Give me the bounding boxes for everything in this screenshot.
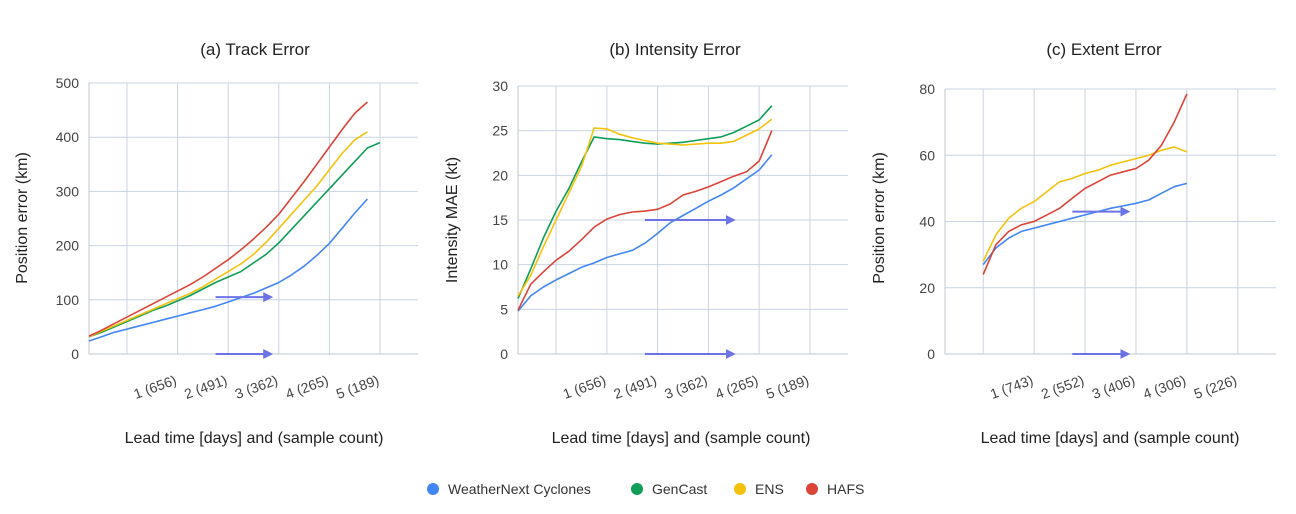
x-tick-label: 3 (362) bbox=[662, 372, 709, 402]
y-tick-label: 60 bbox=[919, 147, 935, 163]
x-tick-label: 4 (265) bbox=[283, 372, 330, 402]
series-line-weathernext-cyclones bbox=[88, 198, 368, 342]
legend-item-ens[interactable]: ENS bbox=[734, 481, 784, 497]
x-axis-label: Lead time [days] and (sample count) bbox=[552, 430, 811, 447]
x-tick-label: 3 (362) bbox=[233, 372, 280, 402]
legend-marker bbox=[806, 483, 818, 495]
series-line-weathernext-cyclones bbox=[517, 154, 773, 312]
y-tick-label: 15 bbox=[492, 212, 508, 228]
x-tick-label: 5 (189) bbox=[764, 372, 811, 402]
x-tick-label: 1 (656) bbox=[131, 372, 178, 402]
y-tick-label: 20 bbox=[492, 167, 508, 183]
y-tick-label: 500 bbox=[56, 75, 80, 91]
x-tick-label: 2 (491) bbox=[182, 372, 229, 402]
plot-area: 0 100 200 300 400 500 1 (656) 2 (491) 3 (362) 4 (… bbox=[56, 75, 418, 402]
x-tick-label: 4 (306) bbox=[1141, 372, 1188, 402]
series-line-gencast bbox=[517, 105, 773, 299]
panel-track-error: (a) Track Error Position error (km) Lead… bbox=[14, 40, 418, 447]
y-tick-label: 30 bbox=[492, 78, 508, 94]
y-axis-label: Position error (km) bbox=[14, 152, 31, 284]
chart-title: (a) Track Error bbox=[200, 40, 310, 59]
x-tick-label: 1 (743) bbox=[988, 372, 1035, 402]
series-line-hafs bbox=[982, 93, 1188, 275]
legend-marker bbox=[734, 483, 746, 495]
plot-area: 0 20 40 60 80 1 (743) 2 (552) 3 (406) 4 (306) 5 (… bbox=[919, 81, 1276, 402]
plot-area: 0 5 10 15 20 25 30 1 (656) 2 (491) 3 (362) 4 (265)… bbox=[492, 78, 848, 402]
y-tick-label: 0 bbox=[71, 346, 79, 362]
y-tick-label: 25 bbox=[492, 123, 508, 139]
legend-marker bbox=[427, 483, 439, 495]
y-tick-label: 400 bbox=[56, 129, 80, 145]
legend-label: HAFS bbox=[827, 481, 864, 497]
legend-label: ENS bbox=[755, 481, 784, 497]
x-tick-label: 2 (552) bbox=[1039, 372, 1086, 402]
series-line-hafs bbox=[88, 101, 368, 337]
y-tick-label: 80 bbox=[919, 81, 935, 97]
y-tick-label: 5 bbox=[500, 301, 508, 317]
y-tick-label: 40 bbox=[919, 214, 935, 230]
legend-item-gencast[interactable]: GenCast bbox=[631, 481, 707, 497]
panel-extent-error: (c) Extent Error Position error (km) Lea… bbox=[871, 40, 1276, 447]
x-tick-label: 5 (189) bbox=[334, 372, 381, 402]
series-line-ens bbox=[982, 146, 1188, 262]
series-line-weathernext-cyclones bbox=[982, 182, 1188, 266]
legend-item-hafs[interactable]: HAFS bbox=[806, 481, 864, 497]
y-tick-label: 300 bbox=[56, 183, 80, 199]
y-tick-label: 100 bbox=[56, 292, 80, 308]
series-line-gencast bbox=[88, 141, 381, 338]
y-axis-label: Intensity MAE (kt) bbox=[444, 157, 461, 283]
y-tick-label: 200 bbox=[56, 238, 80, 254]
x-tick-label: 2 (491) bbox=[611, 372, 658, 402]
y-tick-label: 0 bbox=[500, 346, 508, 362]
chart-title: (b) Intensity Error bbox=[609, 40, 741, 59]
x-axis-label: Lead time [days] and (sample count) bbox=[981, 430, 1240, 447]
legend-marker bbox=[631, 483, 643, 495]
x-tick-label: 4 (265) bbox=[713, 372, 760, 402]
legend-item-weathernext[interactable]: WeatherNext Cyclones bbox=[427, 481, 591, 497]
y-tick-label: 20 bbox=[919, 280, 935, 296]
series-line-ens bbox=[517, 118, 773, 297]
y-axis-label: Position error (km) bbox=[871, 152, 888, 284]
series-line-hafs bbox=[517, 130, 773, 311]
legend-label: WeatherNext Cyclones bbox=[448, 481, 591, 497]
chart-title: (c) Extent Error bbox=[1046, 40, 1162, 59]
x-axis-label: Lead time [days] and (sample count) bbox=[125, 430, 384, 447]
x-tick-label: 5 (226) bbox=[1192, 372, 1239, 402]
legend-label: GenCast bbox=[652, 481, 707, 497]
y-tick-label: 10 bbox=[492, 257, 508, 273]
x-tick-label: 3 (406) bbox=[1090, 372, 1137, 402]
series-line-ens bbox=[88, 131, 368, 338]
panel-intensity-error: (b) Intensity Error Intensity MAE (kt) L… bbox=[444, 40, 848, 447]
x-tick-label: 1 (656) bbox=[561, 372, 608, 402]
legend: WeatherNext Cyclones GenCast ENS HAFS bbox=[427, 481, 864, 497]
y-tick-label: 0 bbox=[927, 346, 935, 362]
